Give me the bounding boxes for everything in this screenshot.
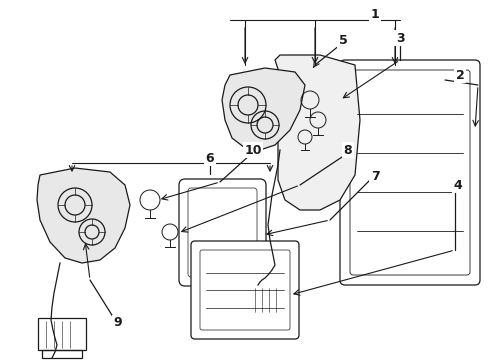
Text: 2: 2 <box>456 68 465 81</box>
Text: 9: 9 <box>114 316 122 329</box>
Text: 8: 8 <box>343 144 352 157</box>
Text: 10: 10 <box>244 144 262 157</box>
Bar <box>38 318 86 350</box>
FancyBboxPatch shape <box>340 60 480 285</box>
Text: 7: 7 <box>370 170 379 183</box>
Bar <box>252 315 284 335</box>
Text: 1: 1 <box>370 8 379 21</box>
Text: 3: 3 <box>396 32 404 45</box>
Text: 6: 6 <box>206 152 214 165</box>
FancyBboxPatch shape <box>191 241 299 339</box>
Text: 5: 5 <box>339 33 347 46</box>
Bar <box>42 350 82 358</box>
Polygon shape <box>37 168 130 263</box>
Text: 4: 4 <box>454 179 463 192</box>
Bar <box>248 285 288 315</box>
Polygon shape <box>222 68 305 150</box>
Polygon shape <box>275 55 360 210</box>
